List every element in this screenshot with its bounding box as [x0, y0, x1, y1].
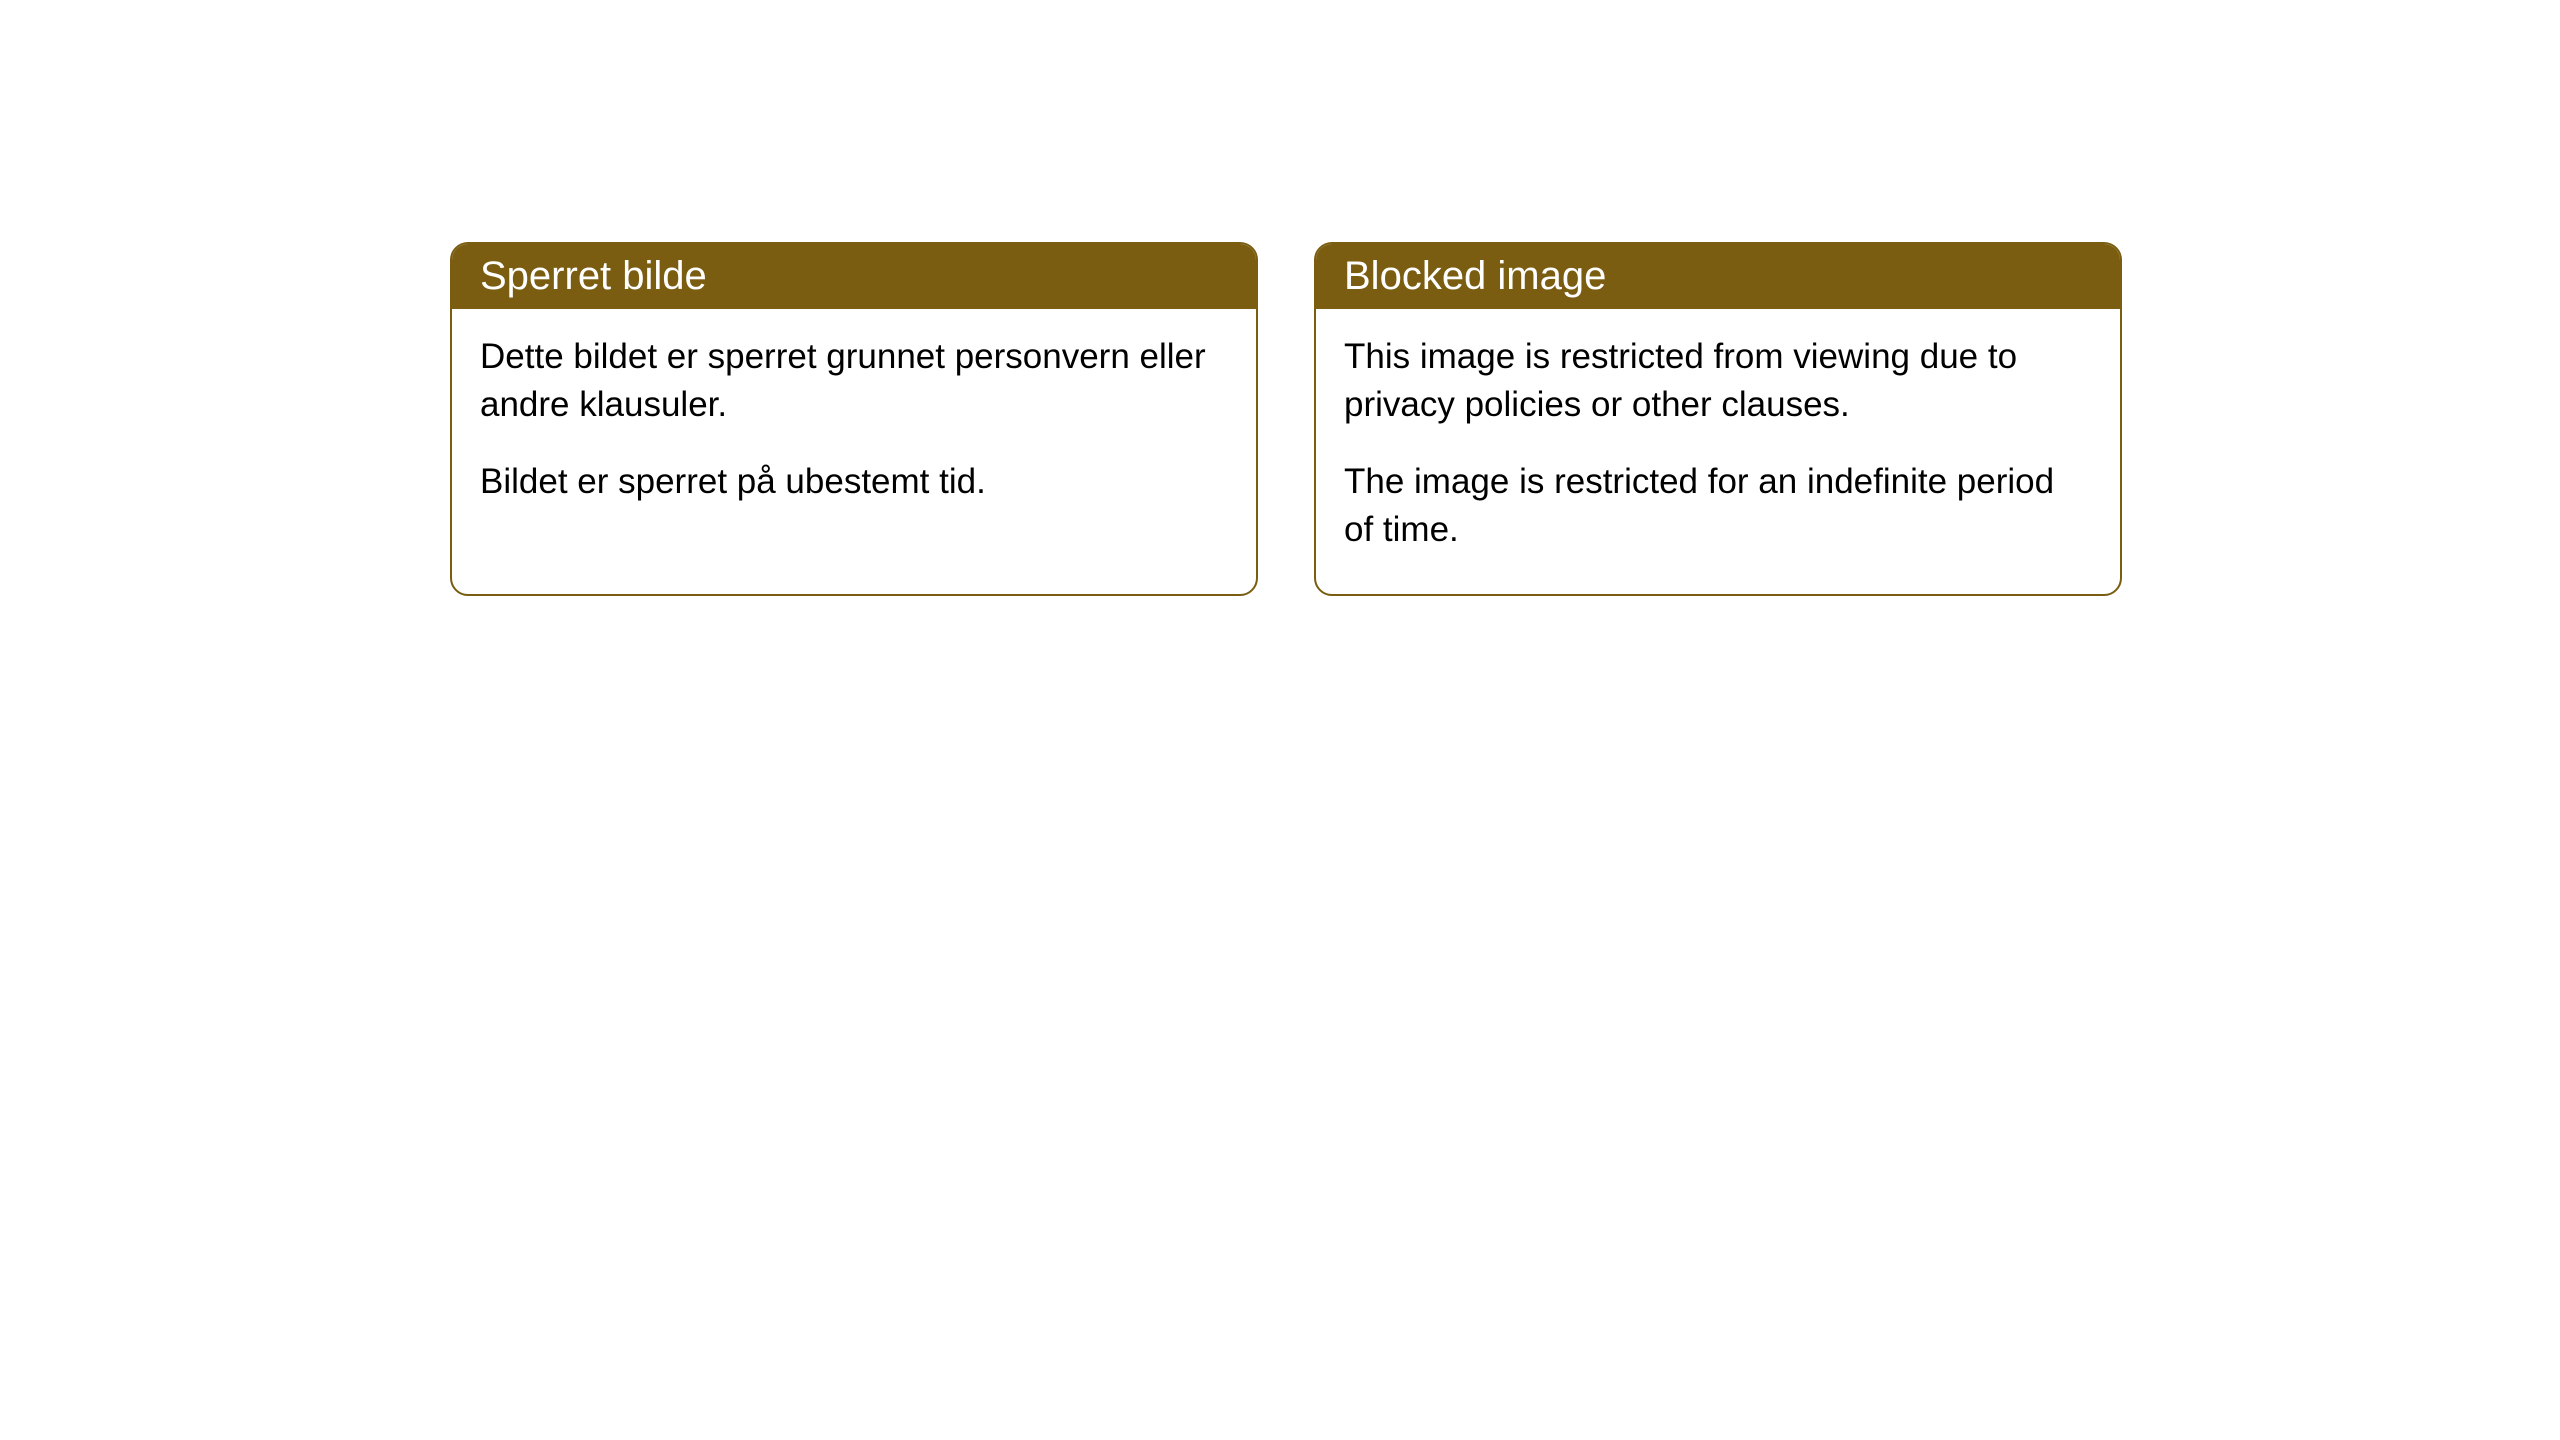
- card-paragraph-1: This image is restricted from viewing du…: [1344, 333, 2092, 430]
- card-body: Dette bildet er sperret grunnet personve…: [452, 309, 1256, 546]
- card-paragraph-2: Bildet er sperret på ubestemt tid.: [480, 458, 1228, 506]
- card-paragraph-1: Dette bildet er sperret grunnet personve…: [480, 333, 1228, 430]
- card-title: Blocked image: [1344, 254, 1606, 298]
- card-norwegian: Sperret bilde Dette bildet er sperret gr…: [450, 242, 1258, 596]
- card-header: Sperret bilde: [452, 244, 1256, 309]
- card-english: Blocked image This image is restricted f…: [1314, 242, 2122, 596]
- card-paragraph-2: The image is restricted for an indefinit…: [1344, 458, 2092, 555]
- card-body: This image is restricted from viewing du…: [1316, 309, 2120, 594]
- card-header: Blocked image: [1316, 244, 2120, 309]
- cards-container: Sperret bilde Dette bildet er sperret gr…: [450, 242, 2122, 596]
- card-title: Sperret bilde: [480, 254, 707, 298]
